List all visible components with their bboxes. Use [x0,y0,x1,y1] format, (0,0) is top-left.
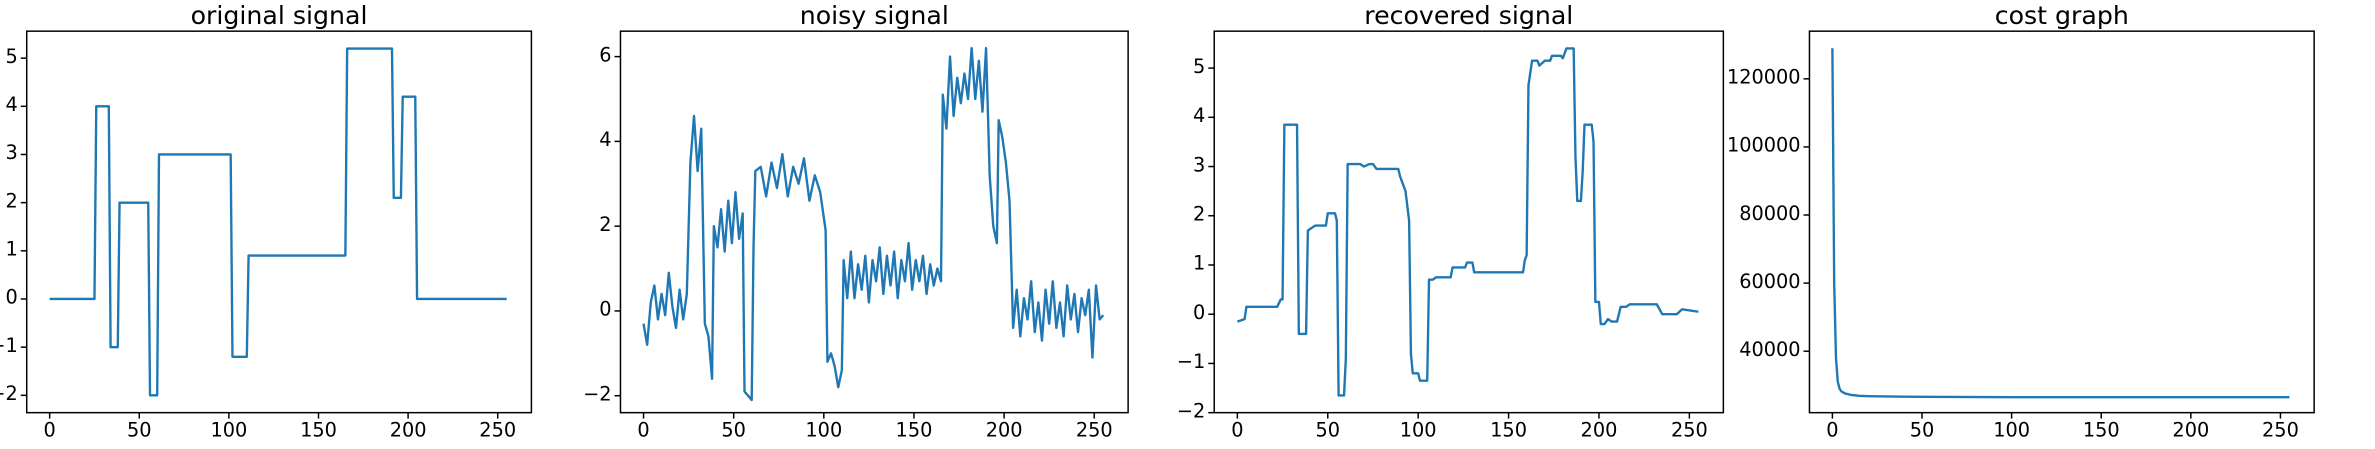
x-tick-label: 200 [986,418,1023,441]
plot-frame [1808,30,2315,414]
y-tick-label: 2 [6,189,18,212]
chart-title: original signal [191,1,368,30]
chart-panel-1: 0 50 100 150 200 250 −2 −1 0 1 2 3 4 5 original signal [0,1,533,441]
plot-frame [1213,30,1725,414]
x-tick-label: 150 [896,418,933,441]
chart-panel-2: 0 50 100 150 200 250 −2 0 2 4 6 noisy signal [583,1,1129,441]
y-tick-label: −1 [0,334,18,357]
y-tick-label: 100000 [1727,134,1801,157]
x-tick-label: 250 [1671,418,1708,441]
x-tick-label: 150 [1490,418,1527,441]
chart-panel-3: 0 50 100 150 200 250 −2 −1 0 1 2 3 4 5 recovered signa… [1177,1,1725,441]
x-tick-label: 0 [1826,418,1838,441]
y-tick-label: −2 [583,382,611,405]
y-tick-label: 1 [1193,252,1205,275]
x-tick-label: 100 [805,418,842,441]
x-tick-label: 0 [44,418,56,441]
x-tick-label: 0 [1231,418,1243,441]
x-tick-label: 50 [1315,418,1340,441]
y-tick-label: −2 [0,382,18,405]
x-tick-label: 250 [479,418,516,441]
x-tick-label: 250 [2262,418,2299,441]
y-tick-label: 0 [6,286,18,309]
y-tick-label: 0 [1193,301,1205,324]
series-line [1831,48,2290,399]
y-tick-label: 0 [599,298,611,321]
y-tick-label: 2 [1193,203,1205,226]
y-tick-label: 80000 [1739,202,1800,225]
series-line [642,46,1105,402]
x-tick-label: 100 [210,418,247,441]
y-tick-label: 3 [6,141,18,164]
y-tick-label: 2 [599,213,611,236]
series-line [1236,47,1699,397]
x-tick-label: 50 [127,418,152,441]
x-tick-label: 0 [637,418,649,441]
x-tick-label: 100 [1400,418,1437,441]
x-tick-label: 50 [1910,418,1935,441]
chart-title: noisy signal [800,1,949,30]
plot-frame [619,30,1129,414]
chart-title: cost graph [1995,1,2129,30]
y-tick-label: 3 [1193,153,1205,176]
y-tick-label: 1 [6,238,18,261]
x-tick-label: 50 [721,418,746,441]
y-tick-label: 4 [599,128,611,151]
y-tick-label: 5 [6,45,18,68]
y-tick-label: 120000 [1727,66,1801,89]
y-tick-label: 40000 [1739,338,1800,361]
chart-panel-4: 0 50 100 150 200 250 40000 60000 80000 100000 1200… [1727,1,2315,441]
x-tick-label: 100 [1993,418,2030,441]
x-tick-label: 250 [1076,418,1113,441]
x-tick-label: 200 [2172,418,2209,441]
plot-frame [25,30,533,414]
x-tick-label: 200 [1581,418,1618,441]
series-line [49,47,507,397]
chart-title: recovered signal [1364,1,1573,30]
y-tick-label: 5 [1193,55,1205,78]
y-tick-label: 60000 [1739,270,1800,293]
x-tick-label: 150 [2083,418,2120,441]
y-tick-label: 4 [1193,104,1205,127]
x-tick-label: 200 [390,418,427,441]
y-tick-label: 4 [6,93,18,116]
y-tick-label: −1 [1177,350,1205,373]
x-tick-label: 150 [300,418,337,441]
y-tick-label: −2 [1177,399,1205,422]
y-tick-label: 6 [599,43,611,66]
